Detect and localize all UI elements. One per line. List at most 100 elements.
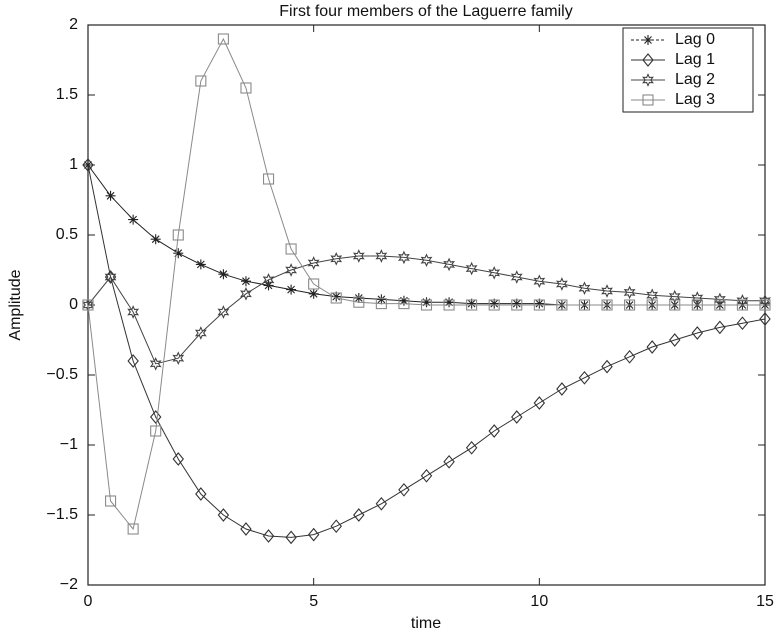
marker bbox=[375, 249, 388, 263]
marker bbox=[624, 299, 636, 311]
marker bbox=[759, 312, 771, 326]
marker bbox=[375, 496, 388, 511]
marker bbox=[646, 288, 659, 303]
marker bbox=[173, 248, 184, 259]
series bbox=[82, 33, 771, 535]
marker bbox=[466, 299, 478, 311]
legend-label: Lag 1 bbox=[675, 51, 715, 68]
marker bbox=[420, 253, 433, 268]
legend-box bbox=[622, 27, 754, 113]
marker bbox=[307, 527, 320, 542]
marker bbox=[736, 316, 749, 331]
marker bbox=[511, 298, 522, 309]
marker bbox=[714, 320, 726, 335]
marker bbox=[398, 298, 410, 310]
marker bbox=[533, 396, 546, 410]
marker bbox=[127, 354, 139, 368]
marker bbox=[149, 410, 162, 424]
series bbox=[82, 158, 771, 545]
marker bbox=[149, 356, 162, 371]
y-tick-label: −1 bbox=[60, 436, 78, 453]
marker bbox=[352, 249, 365, 263]
marker bbox=[398, 250, 410, 265]
marker bbox=[398, 295, 409, 306]
marker bbox=[172, 229, 184, 241]
marker bbox=[285, 263, 298, 277]
y-tick-label: 0 bbox=[69, 296, 78, 313]
marker bbox=[443, 257, 455, 272]
y-tick-label: 1.5 bbox=[56, 86, 78, 103]
marker bbox=[195, 259, 206, 270]
marker bbox=[398, 482, 410, 497]
series-line bbox=[87, 37, 765, 531]
marker bbox=[556, 382, 568, 396]
marker bbox=[642, 53, 654, 67]
marker bbox=[285, 243, 297, 255]
marker bbox=[488, 424, 500, 438]
marker bbox=[444, 297, 455, 308]
marker bbox=[465, 440, 478, 455]
marker bbox=[534, 298, 545, 309]
y-tick-label: −1.5 bbox=[46, 506, 78, 523]
marker bbox=[601, 359, 613, 374]
series-line bbox=[87, 255, 765, 365]
marker bbox=[194, 326, 207, 340]
x-tick-label: 10 bbox=[530, 593, 548, 610]
marker bbox=[286, 284, 297, 295]
marker bbox=[420, 299, 433, 311]
marker bbox=[736, 293, 749, 308]
marker bbox=[642, 94, 654, 106]
marker bbox=[714, 299, 726, 311]
marker bbox=[443, 299, 455, 311]
marker bbox=[353, 508, 365, 522]
marker bbox=[217, 508, 230, 522]
y-tick-label: 0.5 bbox=[56, 226, 78, 243]
marker bbox=[240, 522, 252, 536]
marker bbox=[217, 33, 229, 45]
marker bbox=[105, 190, 116, 201]
marker bbox=[172, 452, 184, 466]
marker bbox=[669, 333, 681, 347]
marker bbox=[353, 296, 365, 308]
marker bbox=[646, 340, 658, 354]
marker bbox=[104, 270, 117, 284]
marker bbox=[578, 370, 591, 385]
y-axis-label: Amplitude bbox=[7, 269, 24, 340]
marker bbox=[601, 299, 613, 311]
marker bbox=[421, 297, 432, 308]
marker bbox=[759, 293, 771, 308]
marker bbox=[195, 487, 207, 501]
marker bbox=[285, 530, 297, 545]
marker bbox=[691, 326, 704, 340]
marker bbox=[82, 299, 94, 311]
marker bbox=[262, 173, 275, 185]
marker bbox=[307, 256, 320, 270]
marker bbox=[218, 269, 229, 280]
legend-label: Lag 3 bbox=[675, 91, 715, 108]
legend-label: Lag 2 bbox=[675, 71, 715, 88]
marker bbox=[375, 298, 387, 310]
marker bbox=[82, 158, 94, 172]
marker bbox=[420, 468, 433, 483]
marker bbox=[240, 82, 252, 94]
marker bbox=[308, 288, 319, 299]
marker bbox=[578, 281, 591, 296]
marker bbox=[511, 299, 523, 311]
marker bbox=[533, 299, 545, 311]
marker bbox=[578, 299, 591, 311]
marker bbox=[555, 277, 568, 291]
marker bbox=[643, 35, 653, 45]
marker bbox=[511, 410, 523, 424]
marker bbox=[330, 251, 343, 266]
x-tick-label: 15 bbox=[756, 593, 774, 610]
marker bbox=[556, 299, 568, 311]
marker bbox=[128, 214, 139, 225]
marker bbox=[642, 73, 654, 87]
marker bbox=[533, 274, 546, 289]
marker bbox=[105, 495, 117, 507]
marker bbox=[240, 286, 252, 301]
x-axis-label: time bbox=[411, 615, 441, 632]
marker bbox=[262, 272, 275, 287]
chart-title: First four members of the Laguerre famil… bbox=[279, 3, 572, 20]
marker bbox=[240, 276, 251, 287]
